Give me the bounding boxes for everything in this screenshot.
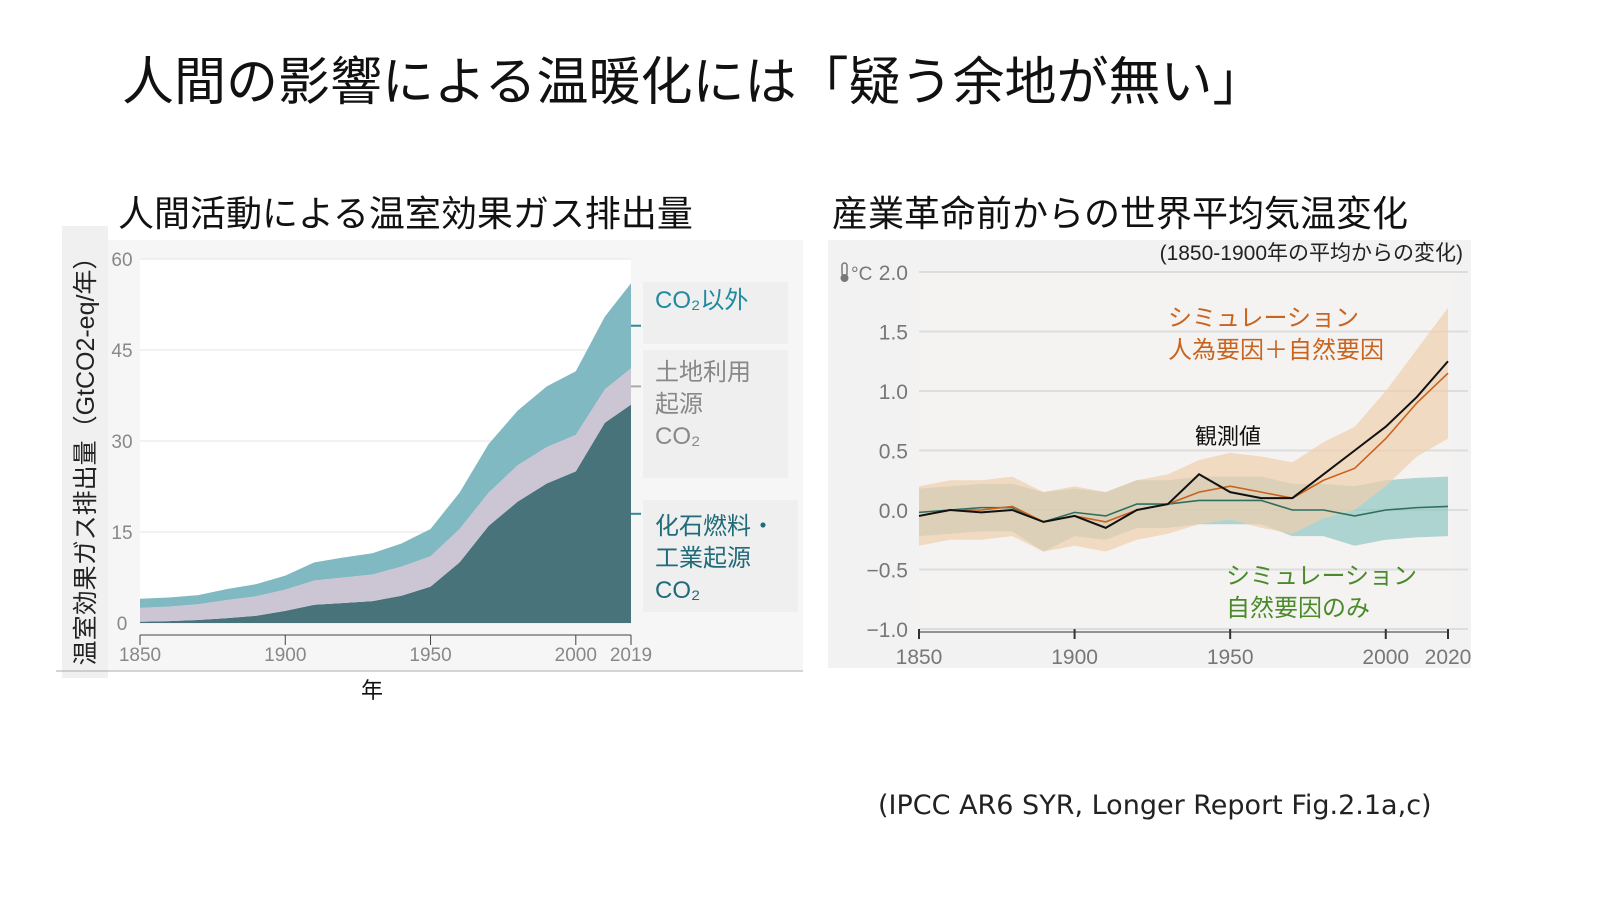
x-tick-label: 2019: [610, 645, 652, 666]
y-tick-label: 30: [111, 432, 132, 453]
area-1: [140, 368, 631, 622]
sim-human-label: 人為要因＋自然要因: [1168, 337, 1384, 364]
legend-label: 化石燃料・: [655, 513, 775, 540]
slide-title: 人間の影響による温暖化には「疑う余地が無い」: [122, 53, 1265, 113]
area-0: [140, 404, 631, 623]
x-tick-label: 1950: [409, 645, 451, 666]
x-tick-label: 2020: [1425, 646, 1472, 669]
legend-label: 土地利用: [655, 359, 751, 386]
legend-label: CO₂: [655, 423, 700, 450]
y-tick-label: −0.5: [867, 560, 908, 583]
x-axis-label: 年: [361, 678, 383, 703]
ylabel-bg: [62, 226, 108, 678]
x-tick-label: 1850: [896, 646, 943, 669]
y-tick-label: 0.0: [879, 500, 908, 523]
observed-label: 観測値: [1195, 424, 1261, 449]
sim-natural-label: シミュレーション: [1226, 563, 1417, 590]
x-tick-label: 2000: [1362, 646, 1409, 669]
x-tick-label: 1850: [119, 645, 161, 666]
left-chart-title: 人間活動による温室効果ガス排出量: [118, 194, 693, 235]
legend-label: 起源: [655, 391, 703, 418]
x-tick-label: 1900: [1051, 646, 1098, 669]
y-tick-label: 1.0: [879, 381, 908, 404]
legend-bg: [643, 500, 798, 612]
thermometer-icon: [840, 262, 849, 282]
y-tick-label: 1.5: [879, 322, 908, 345]
area-2: [140, 283, 631, 608]
legend-label: CO₂: [655, 577, 700, 604]
legend-label: 工業起源: [655, 545, 751, 572]
legend-bg: [643, 350, 788, 478]
temperature-chart: 2.01.51.00.50.0−0.5−1.0°C観測値シミュレーション人為要因…: [828, 240, 1471, 669]
y-unit-label: °C: [851, 264, 872, 285]
sim-natural-label: 自然要因のみ: [1226, 595, 1370, 622]
chart-subtitle: (1850-1900年の平均からの変化): [1160, 242, 1463, 265]
y-axis-label: 温室効果ガス排出量（GtCO2-eq/年）: [72, 245, 100, 666]
x-tick-label: 1900: [264, 645, 306, 666]
legend-label: CO₂以外: [655, 287, 748, 314]
y-tick-label: 60: [111, 250, 132, 271]
series-line-1: [918, 372, 1449, 523]
y-tick-label: 15: [111, 523, 132, 544]
y-tick-label: −1.0: [867, 619, 908, 642]
y-tick-label: 45: [111, 341, 132, 362]
x-tick-label: 2000: [555, 645, 597, 666]
sim-human-label: シミュレーション: [1168, 305, 1359, 332]
legend-bg: [643, 282, 788, 344]
right-chart-title: 産業革命前からの世界平均気温変化: [832, 194, 1409, 235]
y-tick-label: 2.0: [879, 262, 908, 285]
y-tick-label: 0.5: [879, 441, 908, 464]
x-tick-label: 1950: [1207, 646, 1254, 669]
series-line-0: [918, 360, 1449, 529]
uncertainty-band-1: [919, 307, 1448, 552]
y-tick-label: 0: [117, 614, 128, 635]
thermometer-bulb: [840, 274, 849, 282]
source-citation: (IPCC AR6 SYR, Longer Report Fig.2.1a,c): [878, 790, 1432, 821]
